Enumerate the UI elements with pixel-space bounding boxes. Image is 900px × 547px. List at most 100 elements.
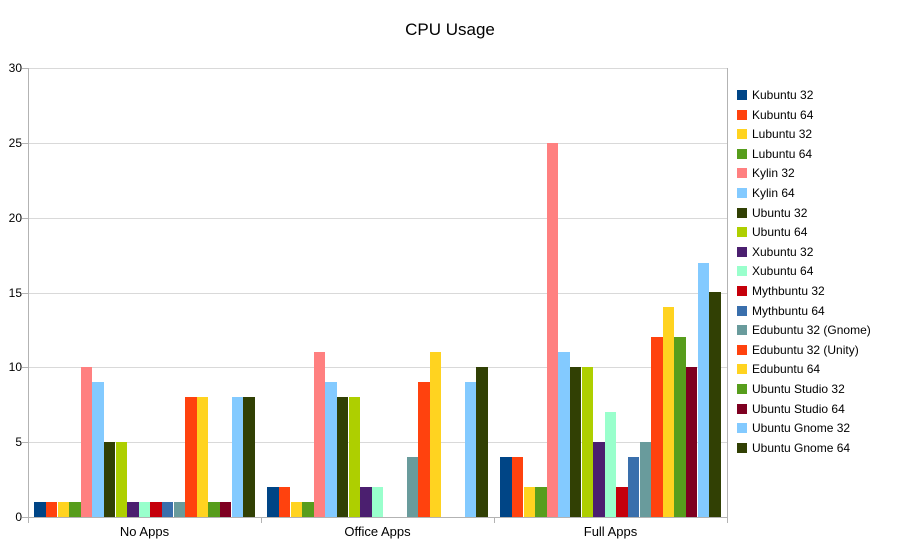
bar-edubuntu-32-unity--office-apps: [418, 382, 430, 517]
bar-edubuntu-64-no-apps: [196, 397, 209, 517]
y-axis-tick-label: 0: [15, 510, 22, 524]
bar-kubuntu-64-full-apps: [511, 457, 524, 517]
bar-lubuntu-32-office-apps: [290, 502, 303, 517]
bar-ubuntu-64-full-apps: [581, 367, 594, 517]
bar-xubuntu-64-office-apps: [371, 487, 384, 517]
legend-swatch-icon: [737, 129, 747, 140]
legend-label: Kubuntu 64: [752, 107, 814, 122]
legend-label: Kylin 64: [752, 186, 795, 200]
bar-xubuntu-32-no-apps: [127, 502, 139, 517]
gridline-y-10: [28, 367, 727, 368]
y-axis-tick: [22, 218, 28, 219]
bar-ubuntu-32-no-apps: [103, 442, 116, 517]
bar-mythbuntu-64-no-apps: [161, 502, 174, 517]
x-axis-tick: [28, 517, 29, 523]
bar-lubuntu-32-no-apps: [57, 502, 70, 517]
y-axis-tick: [22, 442, 28, 443]
legend-label: Lubuntu 64: [752, 146, 813, 161]
legend-swatch-icon: [737, 207, 747, 218]
bar-ubuntu-gnome-64-no-apps: [243, 397, 255, 517]
bar-ubuntu-32-office-apps: [336, 397, 349, 517]
y-axis-tick: [22, 143, 28, 144]
legend-swatch-icon: [737, 442, 747, 453]
legend-swatch-icon: [737, 227, 747, 238]
legend-label: Ubuntu 64: [752, 225, 808, 240]
bar-ubuntu-64-no-apps: [115, 442, 128, 517]
bar-edubuntu-32-gnome--no-apps: [173, 502, 186, 517]
x-axis-tick: [261, 517, 262, 523]
y-axis-tick: [22, 68, 28, 69]
chart-title: CPU Usage: [405, 20, 495, 39]
legend-swatch-icon: [737, 188, 747, 198]
legend-label: Lubuntu 32: [752, 127, 813, 142]
legend-swatch-icon: [737, 423, 747, 434]
gridline-y-20: [28, 218, 727, 219]
y-axis-tick-label: 25: [8, 136, 22, 150]
bar-ubuntu-gnome-32-office-apps: [464, 382, 477, 517]
y-axis-tick: [22, 293, 28, 294]
bar-kylin-32-full-apps: [546, 143, 559, 517]
bar-lubuntu-64-full-apps: [535, 487, 547, 517]
y-axis-tick-label: 10: [8, 360, 22, 374]
legend-label: Kubuntu 32: [752, 88, 814, 102]
bar-mythbuntu-64-full-apps: [627, 457, 640, 517]
legend-label: Edubuntu 32 (Gnome): [752, 323, 871, 338]
gridline-y-30: [28, 68, 727, 69]
x-axis-category-label: Full Apps: [583, 524, 638, 539]
bar-kubuntu-32-no-apps: [34, 502, 46, 517]
bar-kubuntu-32-office-apps: [267, 487, 279, 517]
x-axis-tick: [494, 517, 495, 523]
bar-ubuntu-studio-32-no-apps: [208, 502, 220, 517]
bar-edubuntu-32-gnome--full-apps: [639, 442, 652, 517]
legend-swatch-icon: [737, 148, 747, 159]
bar-ubuntu-studio-32-full-apps: [674, 337, 686, 517]
bar-kylin-32-office-apps: [313, 352, 326, 517]
bar-xubuntu-64-full-apps: [604, 412, 617, 517]
bar-lubuntu-32-full-apps: [523, 487, 536, 517]
legend-label: Xubuntu 64: [752, 264, 814, 279]
legend-swatch-icon: [737, 246, 747, 257]
x-axis-line: [28, 517, 728, 518]
legend-swatch-icon: [737, 90, 747, 100]
legend-swatch-icon: [737, 403, 747, 414]
x-axis-category-label: Office Apps: [344, 524, 411, 539]
legend-swatch-icon: [737, 305, 747, 316]
plot-right-border: [727, 68, 728, 517]
y-axis-tick-label: 20: [8, 211, 22, 225]
bar-kubuntu-64-no-apps: [45, 502, 58, 517]
legend-swatch-icon: [737, 384, 747, 394]
legend-label: Edubuntu 32 (Unity): [752, 342, 859, 357]
legend-swatch-icon: [737, 364, 747, 375]
bar-edubuntu-64-office-apps: [429, 352, 442, 517]
x-axis-tick: [727, 517, 728, 523]
bar-kylin-64-office-apps: [325, 382, 337, 517]
bar-lubuntu-64-office-apps: [302, 502, 314, 517]
legend-label: Mythbuntu 32: [752, 284, 825, 298]
bar-xubuntu-32-office-apps: [360, 487, 372, 517]
bar-ubuntu-64-office-apps: [348, 397, 361, 517]
y-axis-tick: [22, 517, 28, 518]
gridline-y-15: [28, 293, 727, 294]
bar-kylin-32-no-apps: [80, 367, 93, 517]
legend-swatch-icon: [737, 325, 747, 336]
legend-label: Ubuntu Gnome 64: [752, 440, 851, 455]
bar-ubuntu-gnome-64-office-apps: [476, 367, 488, 517]
bar-xubuntu-64-no-apps: [138, 502, 151, 517]
legend-swatch-icon: [737, 168, 747, 179]
legend-label: Kylin 32: [752, 166, 795, 181]
gridline-y-5: [28, 442, 727, 443]
legend-label: Mythbuntu 64: [752, 303, 825, 318]
legend-label: Ubuntu Studio 64: [752, 401, 845, 416]
legend-swatch-icon: [737, 286, 747, 296]
legend-label: Ubuntu 32: [752, 205, 808, 220]
gridline-y-25: [28, 143, 727, 144]
legend-label: Ubuntu Gnome 32: [752, 421, 851, 436]
legend-label: Ubuntu Studio 32: [752, 382, 845, 396]
bar-xubuntu-32-full-apps: [593, 442, 605, 517]
y-axis-tick-label: 5: [15, 435, 22, 449]
bar-kubuntu-32-full-apps: [500, 457, 512, 517]
bar-ubuntu-gnome-32-full-apps: [697, 263, 710, 517]
bar-kubuntu-64-office-apps: [278, 487, 291, 517]
bar-ubuntu-studio-64-no-apps: [219, 502, 232, 517]
